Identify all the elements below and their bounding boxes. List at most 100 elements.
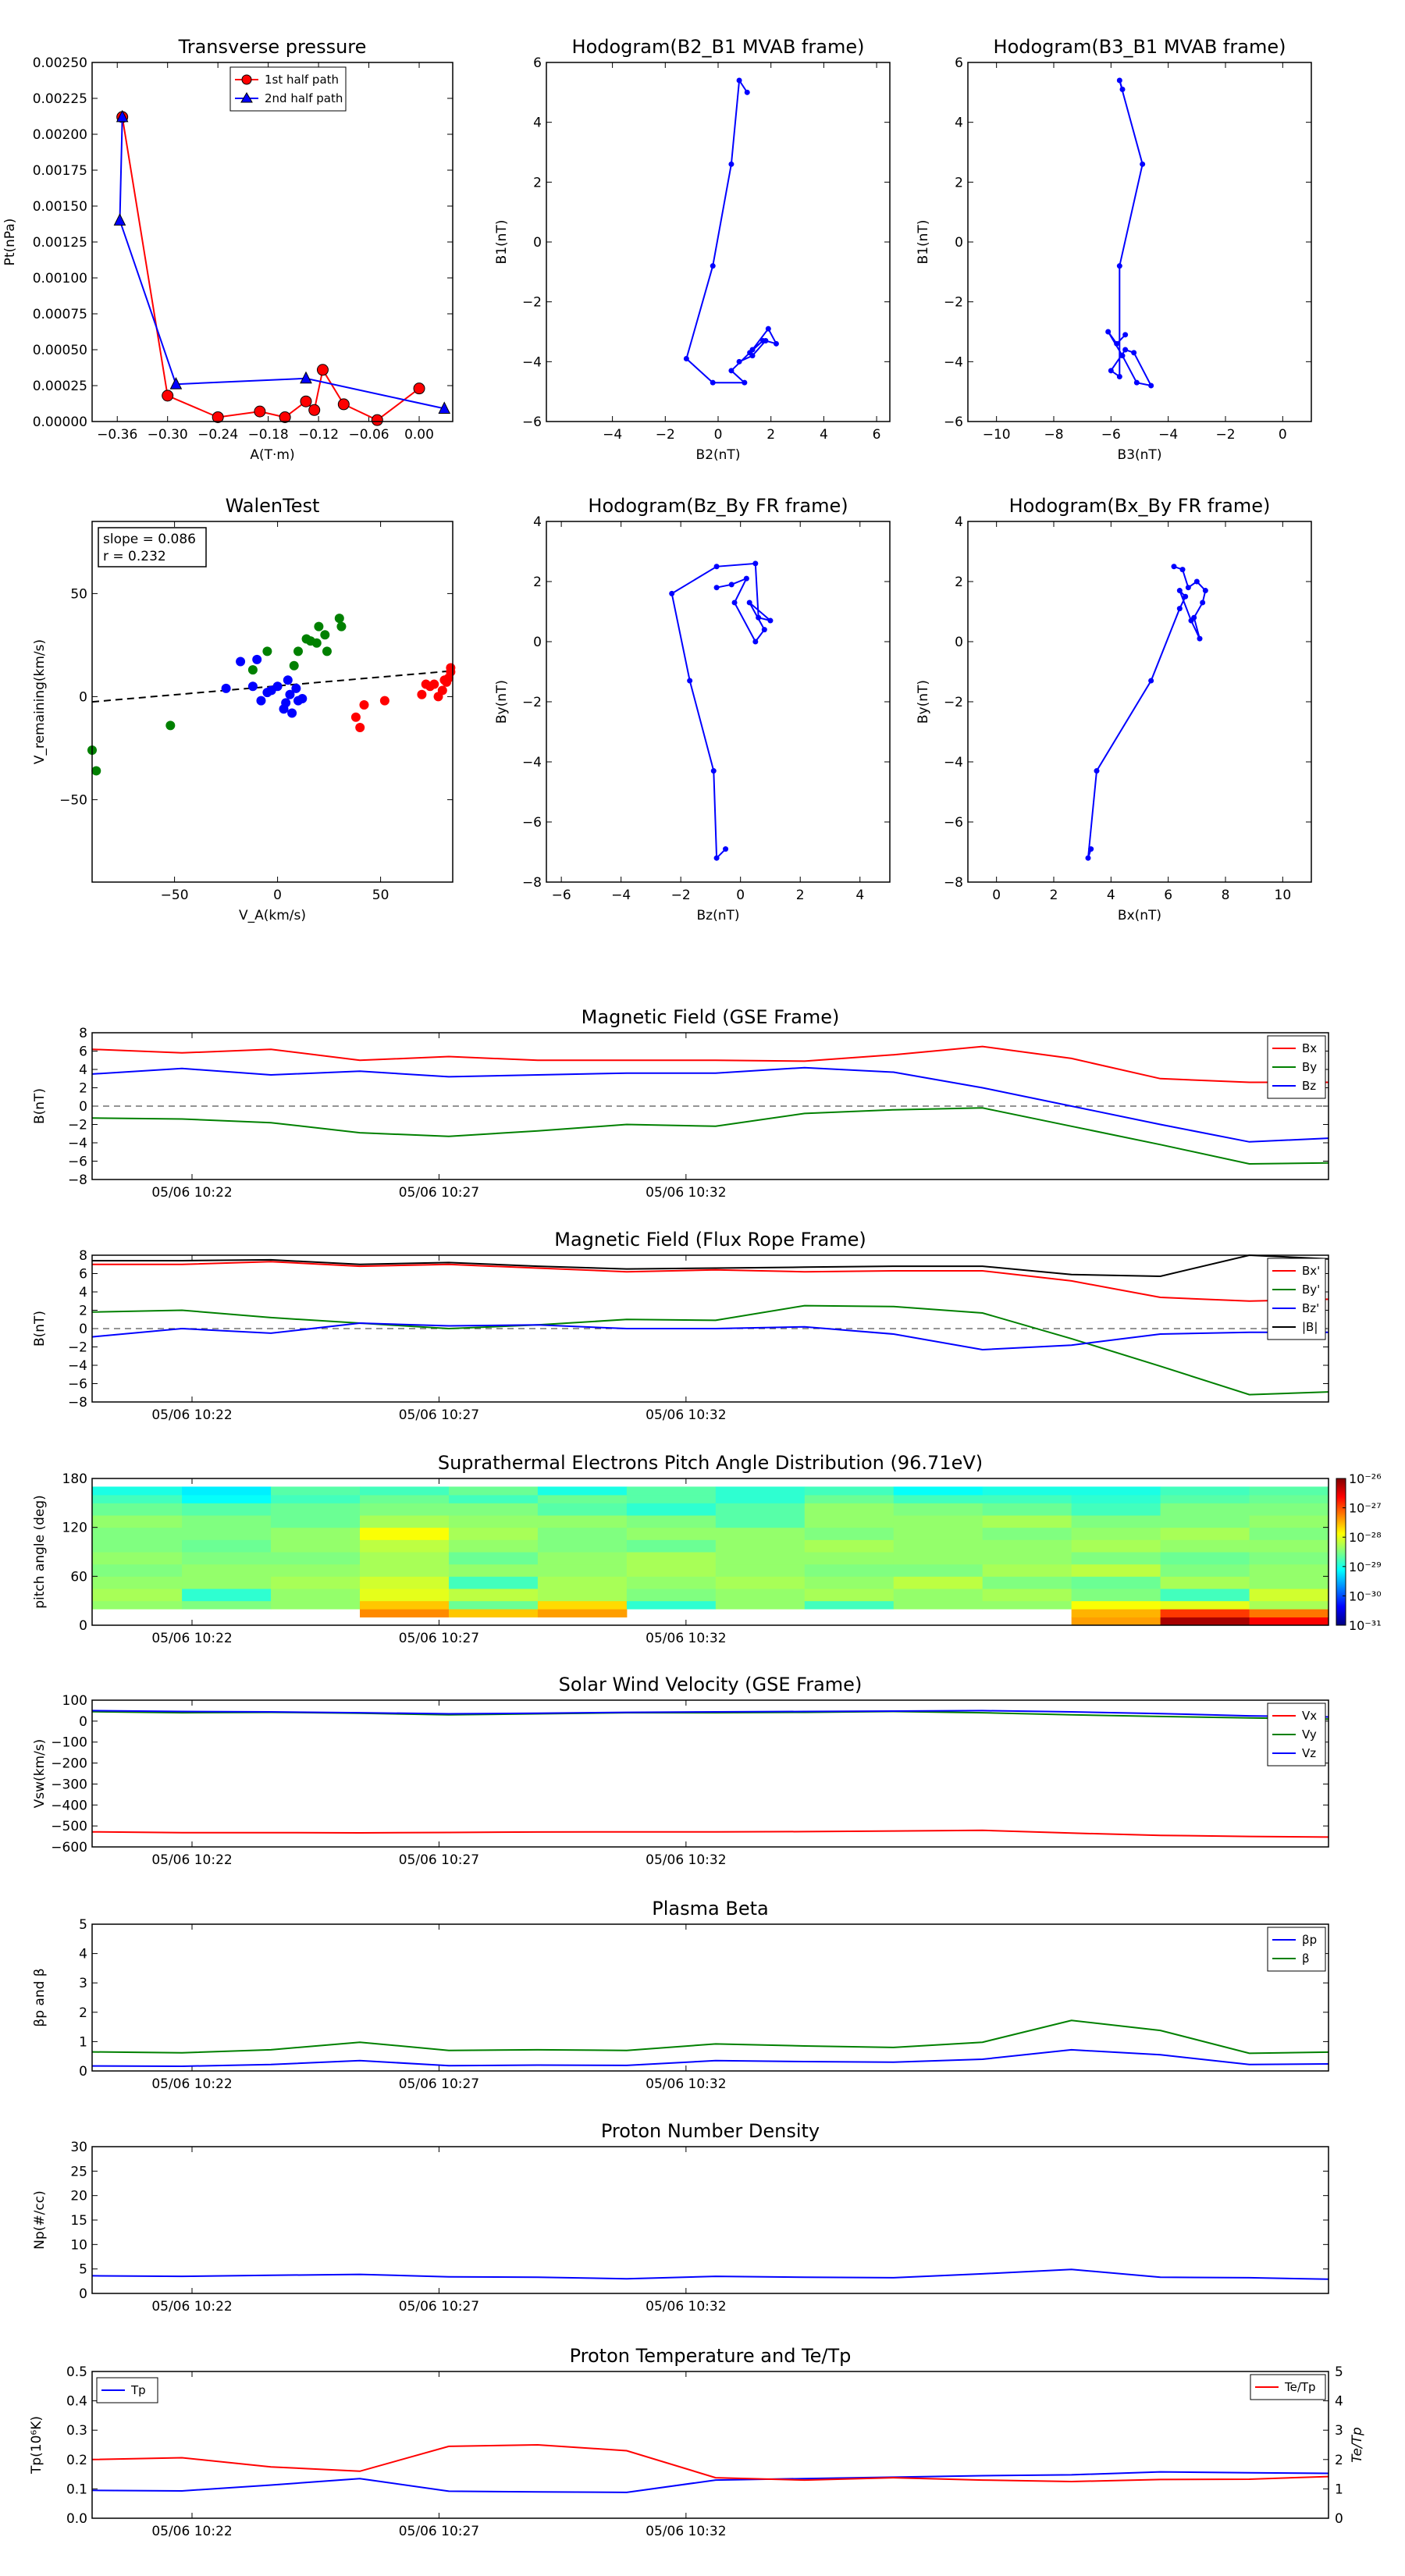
x-tick-label: −4 bbox=[611, 888, 631, 903]
heatmap-cell bbox=[182, 1486, 272, 1496]
heatmap-cell bbox=[804, 1576, 895, 1589]
heatmap-cell bbox=[271, 1527, 361, 1540]
legend-label: βp bbox=[1302, 1933, 1317, 1947]
heatmap-cell bbox=[182, 1503, 272, 1516]
heatmap-cell bbox=[1249, 1486, 1329, 1496]
series-line bbox=[91, 2471, 1329, 2493]
y-tick-label: 4 bbox=[533, 116, 542, 131]
legend-label: 1st half path bbox=[265, 73, 339, 87]
heatmap-cell bbox=[271, 1494, 361, 1503]
heatmap-cell bbox=[1249, 1589, 1329, 1602]
y-right-tick-label: 3 bbox=[1335, 2423, 1343, 2439]
y-tick-label: 0 bbox=[79, 2286, 87, 2302]
plot-frame bbox=[91, 1699, 1329, 1848]
heatmap-cell bbox=[982, 1564, 1072, 1577]
x-tick-label: −10 bbox=[983, 427, 1011, 443]
y-tick-label: −6 bbox=[68, 1155, 87, 1170]
data-point bbox=[773, 340, 779, 347]
heatmap-cell bbox=[448, 1486, 539, 1496]
y-tick-label: −4 bbox=[68, 1358, 87, 1374]
y-tick-label: −4 bbox=[944, 755, 963, 770]
chart-title: Suprathermal Electrons Pitch Angle Distr… bbox=[438, 1452, 983, 1474]
heatmap-cell bbox=[626, 1539, 717, 1553]
heatmap-cell bbox=[893, 1600, 984, 1610]
panel-hodo_b3b1: Hodogram(B3_B1 MVAB frame) −10 −8 −6 −4 −2 0 −6… bbox=[916, 36, 1312, 463]
y-tick-label: 0.5 bbox=[66, 2364, 87, 2380]
heatmap-cell bbox=[626, 1589, 717, 1602]
heatmap-cell bbox=[1071, 1515, 1161, 1528]
y-tick-label: −2 bbox=[522, 295, 542, 311]
data-point bbox=[744, 89, 750, 95]
y-tick-label: −500 bbox=[51, 1819, 87, 1834]
y-tick-label: 10 bbox=[70, 2237, 87, 2253]
heatmap-cell bbox=[1071, 1494, 1161, 1503]
heatmap-cell bbox=[626, 1552, 717, 1565]
x-tick-label: 8 bbox=[1222, 888, 1230, 903]
y-tick-label: 6 bbox=[79, 1044, 87, 1060]
heatmap-cell bbox=[982, 1494, 1072, 1503]
series-line bbox=[1107, 80, 1153, 387]
x-axis-label: Bx(nT) bbox=[1118, 908, 1161, 923]
heatmap-cell bbox=[804, 1600, 895, 1610]
heatmap-cell bbox=[360, 1539, 450, 1553]
heatmap-cell bbox=[715, 1494, 806, 1503]
heatmap-cell bbox=[537, 1539, 628, 1553]
heatmap-cell bbox=[893, 1503, 984, 1516]
heatmap-cell bbox=[1160, 1564, 1250, 1577]
data-point bbox=[1122, 347, 1129, 353]
heatmap-cell bbox=[1249, 1539, 1329, 1553]
heatmap-cell bbox=[982, 1515, 1072, 1528]
y-right-tick-label: 4 bbox=[1335, 2394, 1343, 2410]
heatmap-cell bbox=[92, 1552, 183, 1565]
y-tick-label: −8 bbox=[68, 1172, 87, 1188]
data-point bbox=[283, 675, 293, 685]
y-axis-label: B(nT) bbox=[32, 1311, 48, 1347]
y-tick-label: 5 bbox=[79, 1917, 87, 1933]
data-point bbox=[281, 698, 291, 708]
data-point bbox=[713, 585, 720, 591]
data-point bbox=[743, 575, 749, 582]
heatmap-cell bbox=[1071, 1617, 1161, 1626]
data-point bbox=[710, 768, 717, 774]
heatmap-cell bbox=[92, 1503, 183, 1516]
heatmap-cell bbox=[537, 1600, 628, 1610]
y-tick-label: 0.00100 bbox=[33, 271, 87, 286]
heatmap-cell bbox=[893, 1589, 984, 1602]
plot-frame bbox=[546, 521, 891, 883]
data-point bbox=[162, 390, 174, 402]
x-tick-label: 05/06 10:22 bbox=[151, 2076, 232, 2092]
heatmap-cell bbox=[448, 1494, 539, 1503]
legend-label: Bz bbox=[1302, 1079, 1316, 1093]
series-line bbox=[91, 2048, 1329, 2068]
heatmap-cell bbox=[1249, 1552, 1329, 1565]
x-tick-label: 05/06 10:22 bbox=[151, 1407, 232, 1423]
series-line bbox=[91, 2019, 1329, 2055]
data-point bbox=[221, 683, 231, 693]
heatmap-cell bbox=[893, 1564, 984, 1577]
heatmap-cell bbox=[893, 1515, 984, 1528]
heatmap-cell bbox=[1160, 1552, 1250, 1565]
x-tick-label: −0.06 bbox=[349, 427, 389, 443]
heatmap-cell bbox=[893, 1486, 984, 1496]
plot-frame bbox=[91, 2146, 1329, 2294]
heatmap-cell bbox=[537, 1515, 628, 1528]
y-tick-label: 100 bbox=[62, 1693, 87, 1709]
legend-label: Bx bbox=[1302, 1041, 1317, 1055]
data-point bbox=[687, 678, 693, 684]
x-tick-label: 05/06 10:22 bbox=[151, 2299, 232, 2314]
annotation-box: slope = 0.086 r = 0.232 bbox=[98, 527, 207, 568]
heatmap-cell bbox=[182, 1494, 272, 1503]
y-tick-label: 25 bbox=[70, 2164, 87, 2179]
legend: Vx Vy Vz bbox=[1267, 1703, 1326, 1767]
heatmap-cell bbox=[1249, 1600, 1329, 1610]
x-tick-label: 05/06 10:32 bbox=[646, 1631, 726, 1646]
x-tick-label: 0 bbox=[992, 888, 1001, 903]
data-point bbox=[752, 639, 759, 645]
heatmap-cell bbox=[271, 1503, 361, 1516]
y-tick-label: 0 bbox=[533, 235, 542, 251]
legend-label: β bbox=[1302, 1952, 1310, 1966]
y-tick-label: 4 bbox=[955, 514, 963, 530]
heatmap-cell bbox=[448, 1564, 539, 1577]
panel-pad: Suprathermal Electrons Pitch Angle Distr… bbox=[32, 1452, 1382, 1646]
